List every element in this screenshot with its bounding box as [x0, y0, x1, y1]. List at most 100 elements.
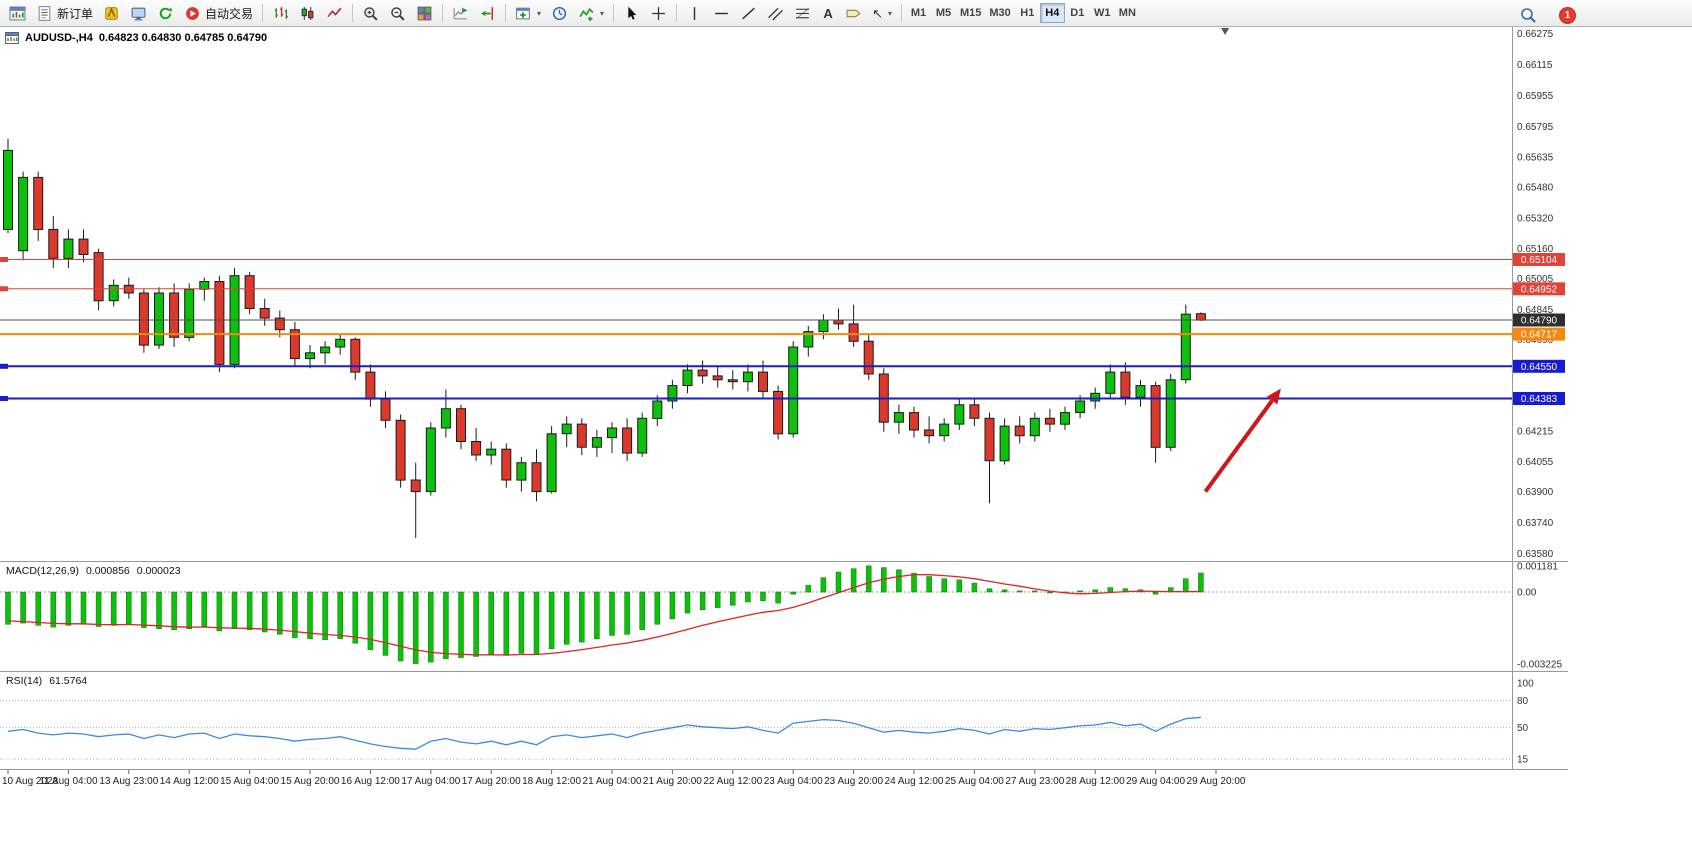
candle	[1075, 400, 1086, 414]
macd-histogram-bar	[926, 576, 932, 593]
macd-histogram-bar	[352, 591, 359, 644]
price-tick-label: 0.64845	[1517, 305, 1554, 316]
new-order-label: 新订单	[57, 6, 94, 21]
candle	[742, 371, 753, 383]
macd-histogram-bar	[458, 591, 464, 658]
auto-scroll-button[interactable]	[447, 2, 474, 24]
time-label: 23 Aug 20:00	[824, 776, 883, 787]
text-tool-icon: A	[823, 5, 833, 21]
search-button[interactable]	[1514, 4, 1542, 26]
candle	[410, 479, 421, 493]
macd-histogram-bar	[1183, 578, 1189, 593]
text-tool-button[interactable]: A	[816, 2, 840, 24]
candle	[138, 292, 149, 346]
rsi-line	[7, 716, 1201, 750]
macd-histogram-bar	[609, 591, 615, 636]
macd-histogram-bar	[50, 591, 57, 628]
candle	[320, 346, 331, 354]
price-tick-label: 0.63900	[1517, 487, 1554, 498]
horizontal-line-icon	[715, 12, 728, 14]
tile-windows-button[interactable]	[411, 2, 438, 24]
new-order-icon	[38, 5, 51, 21]
trendline-button[interactable]	[735, 2, 762, 24]
trend-arrow-line[interactable]	[1203, 399, 1274, 493]
macd-histogram-bar	[971, 582, 978, 593]
candle	[1120, 371, 1131, 398]
macd-histogram-bar	[65, 591, 72, 626]
chart-shift-icon	[481, 6, 494, 20]
timeframe-m1-button[interactable]: M1	[906, 3, 931, 23]
auto-scroll-icon	[453, 7, 468, 19]
macd-histogram-bar	[1152, 591, 1159, 595]
timeframe-mn-button[interactable]: MN	[1115, 3, 1140, 23]
notifications-badge[interactable]: 1	[1560, 7, 1575, 23]
price-label-text: 0.64383	[1521, 394, 1558, 405]
candle	[48, 228, 59, 259]
text-label-button[interactable]	[840, 2, 867, 24]
zoom-in-button[interactable]	[357, 2, 384, 24]
candle	[169, 292, 180, 338]
time-label: 27 Aug 23:00	[1005, 776, 1064, 787]
autotrading-button[interactable]: 自动交易	[179, 2, 258, 24]
macd-histogram-bar	[1077, 590, 1083, 593]
candle	[18, 176, 29, 252]
indicators-icon	[579, 7, 594, 21]
candle	[591, 437, 602, 448]
macd-histogram-bar	[231, 591, 238, 629]
candle	[531, 462, 542, 493]
timeframe-d1-button[interactable]: D1	[1065, 3, 1090, 23]
order-window-icon	[516, 7, 530, 19]
candlestick-button[interactable]	[294, 2, 321, 24]
vertical-line-button[interactable]	[681, 2, 708, 24]
chart-canvas: 0.66275 0.66115 0.65955 0.65795 0.65635 0.654…	[0, 27, 1568, 787]
arrows-tool-button[interactable]: ↖ ▾	[867, 2, 897, 24]
fibonacci-button[interactable]	[789, 2, 816, 24]
new-order-window-button[interactable]: ▾	[510, 2, 546, 24]
timeframe-m15-button[interactable]: M15	[956, 3, 985, 23]
macd-histogram-bar	[382, 591, 389, 656]
candle	[486, 448, 497, 456]
candle	[1180, 313, 1191, 381]
zoom-out-button[interactable]	[384, 2, 411, 24]
metaeditor-button[interactable]	[98, 2, 125, 24]
macd-histogram-bar	[412, 591, 419, 664]
trend-arrow-head	[1266, 388, 1281, 405]
price-tick-label: 0.66275	[1517, 29, 1554, 40]
macd-histogram-bar	[865, 565, 872, 593]
data-window-button[interactable]	[125, 2, 152, 24]
timeframe-h1-button[interactable]: H1	[1015, 3, 1040, 23]
cursor-button[interactable]	[618, 2, 645, 24]
line-chart-button[interactable]	[321, 2, 348, 24]
price-tick-label: 0.65955	[1517, 91, 1554, 102]
crosshair-icon	[652, 6, 665, 20]
chart-shift-marker[interactable]	[1221, 28, 1230, 35]
time-label: 17 Aug 20:00	[462, 776, 521, 787]
equidistant-channel-button[interactable]	[762, 2, 789, 24]
bar-chart-button[interactable]	[267, 2, 294, 24]
crosshair-button[interactable]	[645, 2, 672, 24]
candle	[78, 238, 89, 256]
new-order-button[interactable]: 新订单	[31, 2, 98, 24]
horizontal-line-button[interactable]	[708, 2, 735, 24]
timeframe-w1-button[interactable]: W1	[1090, 3, 1115, 23]
search-icon	[1521, 8, 1536, 23]
macd-histogram-bar	[397, 591, 404, 662]
timeframe-m30-button[interactable]: M30	[985, 3, 1014, 23]
timeframe-m5-button[interactable]: M5	[931, 3, 956, 23]
timeframe-h4-button[interactable]: H4	[1039, 3, 1065, 23]
chart-shift-button[interactable]	[474, 2, 501, 24]
macd-histogram-bar	[579, 591, 585, 643]
candle	[33, 176, 44, 230]
candle	[984, 417, 995, 462]
candle	[788, 346, 799, 435]
refresh-button[interactable]	[152, 2, 179, 24]
indicators-button[interactable]: ▾	[573, 2, 609, 24]
candle	[154, 292, 164, 346]
candle	[440, 408, 451, 429]
price-tick-label: 0.65795	[1517, 122, 1554, 133]
period-clock-button[interactable]	[546, 2, 573, 24]
toolbar: 新订单 自动交易 ▾	[0, 0, 1692, 27]
macd-histogram-bar	[80, 591, 87, 625]
new-chart-button[interactable]	[4, 2, 31, 24]
price-label-text: 0.64952	[1521, 284, 1558, 295]
